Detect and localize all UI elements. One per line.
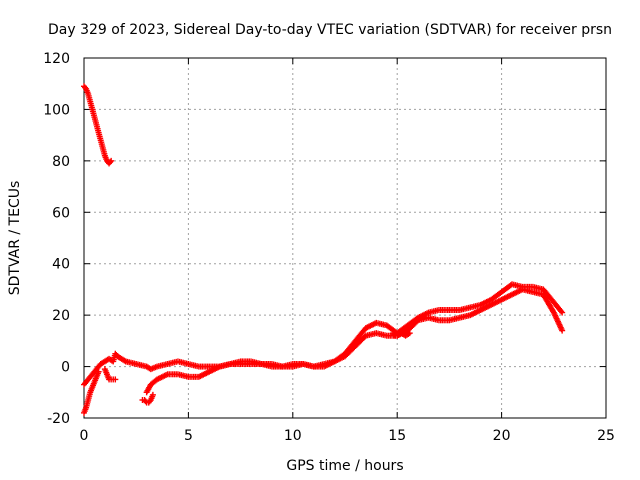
data-point	[149, 391, 156, 398]
x-tick-label: 20	[493, 428, 511, 444]
grid	[84, 58, 606, 418]
series-prsn-b	[81, 368, 102, 416]
x-tick-label: 5	[184, 428, 193, 444]
x-tick-label: 10	[284, 428, 302, 444]
data-point	[406, 330, 413, 337]
y-tick-label: 40	[52, 257, 70, 273]
data-point-interp	[558, 308, 565, 315]
chart-title: Day 329 of 2023, Sidereal Day-to-day VTE…	[48, 22, 612, 38]
x-tick-label: 0	[80, 428, 89, 444]
y-tick-label: 60	[52, 205, 70, 221]
series-prsn-g	[139, 391, 156, 406]
axes	[83, 57, 607, 419]
plot-frame	[83, 57, 607, 419]
x-tick-label: 25	[597, 428, 615, 444]
series-prsn-d	[101, 366, 119, 383]
y-tick-label: 80	[52, 154, 70, 170]
data-marks	[81, 83, 566, 416]
data-point-interp	[107, 159, 114, 166]
tick-labels: 0 5 10 15 20 25 -20 0 20 40 60 80 100 120	[43, 51, 615, 444]
y-tick-label: 120	[43, 51, 70, 67]
data-point	[559, 327, 566, 334]
data-point	[112, 376, 119, 383]
y-tick-label: 100	[43, 102, 70, 118]
x-axis-label: GPS time / hours	[286, 458, 403, 474]
data-point	[108, 157, 115, 164]
y-tick-label: -20	[47, 411, 70, 427]
y-tick-label: 0	[61, 360, 70, 376]
x-tick-label: 15	[388, 428, 406, 444]
data-point	[559, 309, 566, 316]
y-tick-label: 20	[52, 308, 70, 324]
y-axis-label: SDTVAR / TECUs	[7, 181, 23, 296]
series-prsn-f	[143, 286, 566, 396]
series-prsn-h	[390, 330, 413, 339]
series-prsn-a	[81, 83, 115, 167]
